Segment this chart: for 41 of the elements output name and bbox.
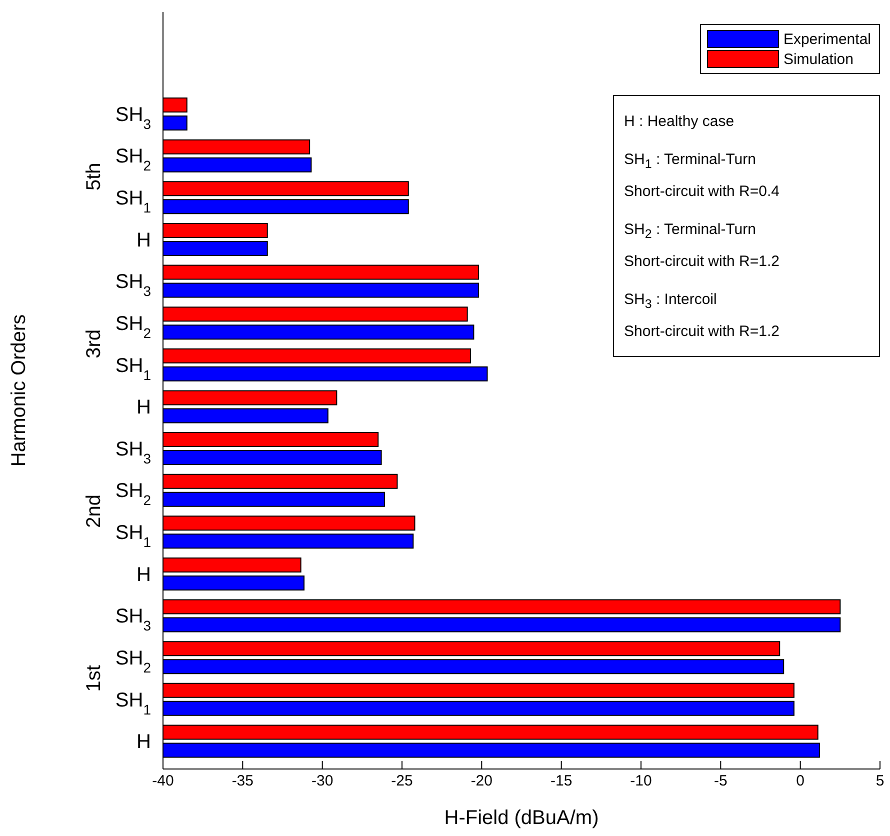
x-tick-label: 0: [796, 772, 805, 790]
y-tick-label: SH$_{3}$: [115, 606, 152, 634]
annotation: SH$_{2}$ : Terminal-Turn: [624, 221, 756, 241]
y-tick-label: H: [136, 396, 151, 419]
y-tick-label: SH$_{1}$: [115, 188, 152, 216]
y-tick-label: H: [136, 564, 151, 586]
y-tick-label: SH$_{3}$: [115, 271, 152, 300]
annotation: Short-circuit with R=0.4: [624, 183, 780, 200]
x-tick-label: -5: [714, 772, 728, 790]
y-tick-label: SH$_{3}$: [115, 438, 152, 466]
text: 2nd: [83, 494, 105, 528]
legend-label: Experimental: [783, 30, 871, 48]
y-tick-label: SH$_{1}$: [115, 522, 152, 550]
x-tick-label: -40: [152, 772, 174, 790]
y-tick-label: SH$_{3}$: [115, 104, 152, 132]
y-tick-label: H: [136, 229, 151, 252]
y-tick-label: SH$_{2}$: [115, 146, 152, 174]
x-tick-label: 5: [876, 772, 884, 790]
x-tick-label: -10: [630, 772, 652, 790]
text: 1st: [83, 664, 105, 692]
y-tick-label: SH$_{1}$: [115, 689, 152, 718]
y-tick-label: SH$_{2}$: [115, 312, 152, 341]
y-tick-label: H: [136, 731, 151, 754]
annotation: SH$_{3}$ : Intercoil: [624, 291, 717, 311]
text: 5th: [83, 162, 105, 191]
x-axis-title: H-Field (dBuA/m): [444, 807, 599, 829]
annotation: H : Healthy case: [624, 113, 734, 130]
y-tick-label: SH$_{2}$: [115, 480, 152, 508]
y-axis-title: Harmonic Orders: [8, 314, 30, 467]
y-tick-label: SH$_{1}$: [115, 354, 152, 383]
legend-label: Simulation: [783, 50, 854, 68]
annotation: Short-circuit with R=1.2: [624, 323, 780, 340]
annotation: Short-circuit with R=1.2: [624, 253, 780, 270]
y-tick-label: SH$_{2}$: [115, 647, 152, 676]
x-tick-label: -25: [391, 772, 413, 790]
x-tick-label: -15: [550, 772, 572, 790]
text: 3rd: [83, 329, 105, 358]
x-tick-label: -35: [232, 772, 254, 790]
annotation: SH$_{1}$ : Terminal-Turn: [624, 151, 756, 171]
x-tick-label: -20: [470, 772, 493, 790]
x-tick-label: -30: [311, 772, 334, 790]
